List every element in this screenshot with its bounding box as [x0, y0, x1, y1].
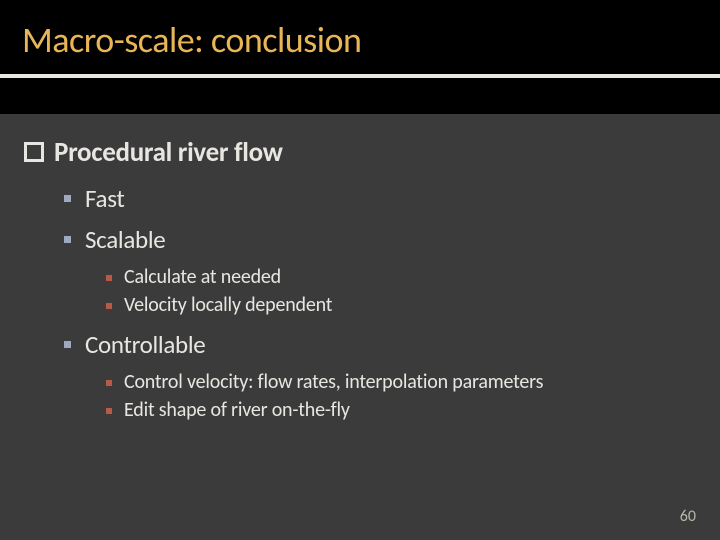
title-bar: Macro-scale: conclusion: [0, 0, 720, 68]
slide-title: Macro-scale: conclusion: [22, 18, 700, 62]
square-small-bullet-icon: [64, 195, 71, 202]
square-small-bullet-icon: [64, 236, 71, 243]
bullet-lvl2: Fast: [0, 183, 720, 214]
bullet-lvl2: Scalable: [0, 224, 720, 255]
lvl3-text: Edit shape of river on-the-fly: [124, 398, 350, 422]
lvl2-text: Controllable: [85, 329, 205, 360]
square-tiny-bullet-icon: [106, 275, 112, 281]
square-tiny-bullet-icon: [106, 380, 112, 386]
lvl1-heading-text: Procedural river flow: [54, 136, 283, 169]
spacer-dark: [0, 78, 720, 114]
bullet-lvl3: Calculate at needed: [0, 265, 720, 289]
square-small-bullet-icon: [64, 341, 71, 348]
page-number: 60: [680, 507, 696, 526]
lvl2-text: Scalable: [85, 224, 165, 255]
lvl3-text: Velocity locally dependent: [124, 293, 332, 317]
bullet-lvl1: Procedural river flow: [0, 136, 720, 169]
content-area: Procedural river flow Fast Scalable Calc…: [0, 114, 720, 540]
bullet-lvl3: Velocity locally dependent: [0, 293, 720, 317]
bullet-lvl3: Edit shape of river on-the-fly: [0, 398, 720, 422]
square-tiny-bullet-icon: [106, 408, 112, 414]
bullet-lvl2: Controllable: [0, 329, 720, 360]
square-tiny-bullet-icon: [106, 303, 112, 309]
lvl2-text: Fast: [85, 183, 124, 214]
lvl3-text: Control velocity: flow rates, interpolat…: [124, 370, 543, 394]
lvl3-text: Calculate at needed: [124, 265, 281, 289]
bullet-lvl3: Control velocity: flow rates, interpolat…: [0, 370, 720, 394]
square-bullet-icon: [24, 142, 44, 162]
